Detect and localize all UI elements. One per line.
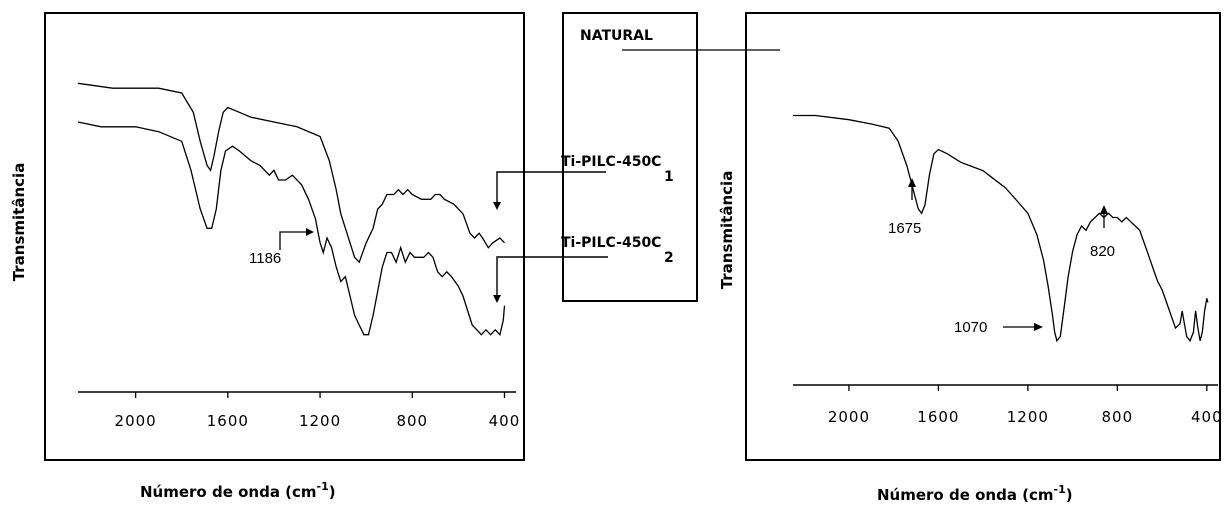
right-series-group	[793, 114, 1209, 343]
left-chart: 2000 1600 1200 800 400 Transmitância Número …	[10, 12, 525, 501]
legend-ti-1: Ti-PILC-450C	[561, 154, 661, 170]
left-x-tick-label-2000: 2000	[115, 412, 157, 430]
annotation-1070-arrow	[1003, 323, 1043, 331]
legend-box: NATURAL Ti-PILC-450C 1 Ti-PILC-450C 2	[493, 12, 780, 303]
left-x-ticks: 2000 1600 1200 800 400	[115, 392, 521, 430]
left-x-tick-label-1200: 1200	[299, 412, 341, 430]
legend-ti-2-connector	[493, 256, 608, 303]
annotation-1675-arrow	[908, 178, 916, 200]
left-x-axis-label: Número de onda (cm-1)	[140, 480, 336, 501]
legend-natural: NATURAL	[580, 28, 653, 44]
right-series-1-line	[793, 114, 1209, 343]
annotation-1186: 1186	[249, 250, 281, 267]
right-x-tick-label-2000: 2000	[828, 408, 870, 426]
legend-frame	[562, 12, 698, 302]
right-x-tick-label-400: 400	[1191, 408, 1223, 426]
right-chart: 2000 1600 1200 800 400 Transmitância Número …	[718, 12, 1223, 504]
right-x-tick-label-1200: 1200	[1007, 408, 1049, 426]
annotation-1675: 1675	[888, 220, 921, 237]
right-x-tick-label-1600: 1600	[917, 408, 959, 426]
left-series-2-line	[77, 121, 506, 337]
left-x-tick-label-1600: 1600	[207, 412, 249, 430]
right-x-tick-label-800: 800	[1102, 408, 1134, 426]
left-plot-frame	[44, 12, 525, 461]
annotation-820: 820	[1090, 243, 1115, 260]
legend-ti-2-num: 2	[664, 250, 674, 266]
right-y-axis-label: Transmitância	[718, 171, 736, 290]
right-plot-frame	[745, 12, 1221, 461]
right-x-axis-label: Número de onda (cm-1)	[877, 483, 1073, 504]
left-series-group	[77, 82, 506, 337]
annotation-1186-arrow	[279, 228, 314, 250]
left-x-tick-label-800: 800	[396, 412, 428, 430]
right-x-ticks: 2000 1600 1200 800 400	[828, 385, 1223, 426]
left-y-axis-label: Transmitância	[10, 163, 28, 282]
legend-ti-2: Ti-PILC-450C	[561, 235, 661, 251]
legend-ti-1-num: 1	[664, 169, 674, 185]
annotation-1070: 1070	[954, 319, 987, 336]
left-x-tick-label-400: 400	[489, 412, 521, 430]
left-series-1-line	[77, 82, 505, 264]
annotation-820-arrow	[1100, 205, 1108, 228]
legend-ti-1-connector	[493, 171, 606, 210]
